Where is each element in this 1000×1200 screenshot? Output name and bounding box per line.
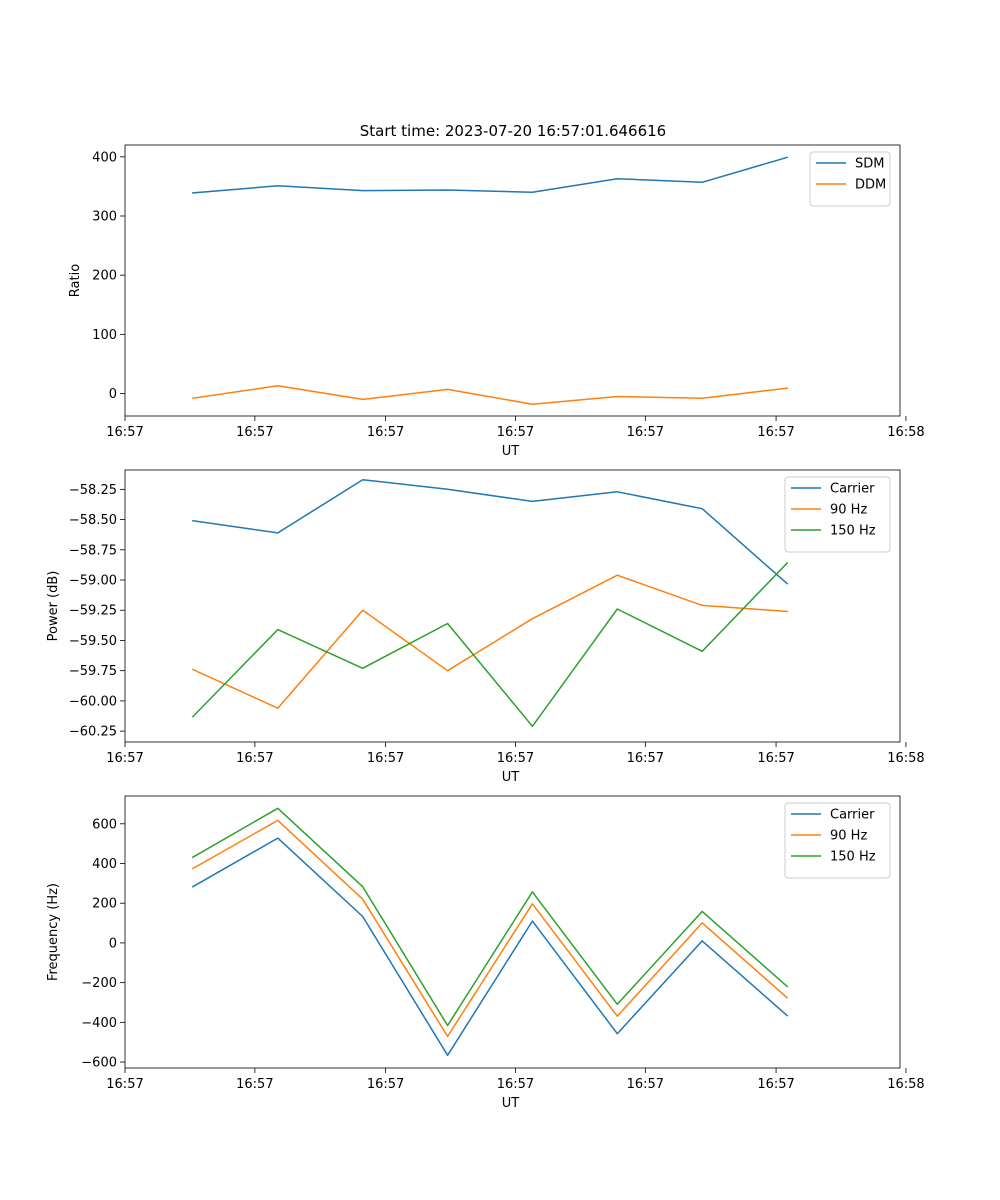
x-tick-label: 16:58 bbox=[887, 751, 924, 766]
y-tick-label: 600 bbox=[92, 817, 117, 832]
y-tick-label: −400 bbox=[81, 1016, 117, 1031]
x-tick-label: 16:57 bbox=[497, 1077, 534, 1092]
y-tick-label: 200 bbox=[92, 897, 117, 912]
y-tick-label: 0 bbox=[109, 387, 117, 402]
axes-frame bbox=[124, 469, 901, 743]
x-tick-label: 16:57 bbox=[757, 751, 794, 766]
series-line-150-hz bbox=[191, 807, 789, 1027]
legend: Carrier 90 Hz 150 Hz bbox=[784, 476, 891, 553]
y-axis-label: Ratio bbox=[68, 264, 83, 297]
figure-title: Start time: 2023-07-20 16:57:01.646616 bbox=[360, 122, 666, 140]
x-tick-label: 16:57 bbox=[106, 1077, 143, 1092]
x-tick-label: 16:57 bbox=[106, 425, 143, 440]
x-tick-label: 16:57 bbox=[757, 425, 794, 440]
y-tick-label: −58.25 bbox=[69, 483, 117, 498]
x-axis-label: UT bbox=[502, 770, 520, 785]
y-tick-label: 0 bbox=[109, 936, 117, 951]
series-line-ddm bbox=[192, 385, 788, 405]
x-tick-label: 16:57 bbox=[106, 751, 143, 766]
x-tick-label: 16:57 bbox=[497, 751, 534, 766]
x-tick-label: 16:57 bbox=[236, 425, 273, 440]
y-tick-label: −60.00 bbox=[69, 694, 117, 709]
y-tick-label: 400 bbox=[92, 857, 117, 872]
y-tick-label: −59.50 bbox=[69, 634, 117, 649]
legend-label: 150 Hz bbox=[830, 850, 876, 865]
axes-frame bbox=[124, 144, 901, 417]
x-tick-label: 16:57 bbox=[627, 1077, 664, 1092]
x-tick-label: 16:57 bbox=[367, 1077, 404, 1092]
series-line-carrier bbox=[192, 478, 789, 585]
legend-label: 90 Hz bbox=[830, 503, 867, 518]
y-tick-label: 200 bbox=[92, 269, 117, 284]
frequency-plot: 16:57 16:57 16:57 16:57 16:57 16:57 16:58 600 40… bbox=[46, 795, 925, 1111]
y-axis-label: Power (dB) bbox=[46, 571, 61, 642]
legend-label: Carrier bbox=[830, 482, 875, 497]
y-tick-label: 100 bbox=[92, 328, 117, 343]
y-tick-label: −200 bbox=[81, 976, 117, 991]
x-tick-label: 16:57 bbox=[627, 751, 664, 766]
x-tick-label: 16:57 bbox=[367, 425, 404, 440]
series-line-150-hz bbox=[191, 562, 789, 728]
x-tick-label: 16:57 bbox=[236, 751, 273, 766]
series-line-90-hz bbox=[191, 819, 789, 1038]
y-tick-label: 300 bbox=[92, 210, 117, 225]
x-tick-label: 16:57 bbox=[627, 425, 664, 440]
series-line-sdm bbox=[192, 156, 789, 194]
x-axis-label: UT bbox=[502, 444, 520, 459]
y-tick-label: −60.25 bbox=[69, 725, 117, 740]
legend-label: 90 Hz bbox=[830, 829, 867, 844]
x-tick-label: 16:57 bbox=[236, 1077, 273, 1092]
legend-label: Carrier bbox=[830, 808, 875, 823]
legend: Carrier 90 Hz 150 Hz bbox=[784, 802, 891, 879]
x-tick-label: 16:58 bbox=[887, 425, 924, 440]
series-line-carrier bbox=[191, 837, 789, 1057]
legend-label: DDM bbox=[855, 178, 886, 193]
y-axis-label: Frequency (Hz) bbox=[46, 883, 61, 981]
legend-box bbox=[784, 802, 891, 879]
axes-frame bbox=[124, 795, 901, 1069]
ratio-plot: 16:57 16:57 16:57 16:57 16:57 16:57 16:58 0 100 2… bbox=[68, 144, 925, 459]
x-axis-label: UT bbox=[502, 1096, 520, 1111]
y-tick-label: −59.00 bbox=[69, 574, 117, 589]
legend-box bbox=[784, 476, 891, 553]
legend-label: SDM bbox=[855, 157, 884, 172]
x-tick-label: 16:57 bbox=[497, 425, 534, 440]
series-line-90-hz bbox=[191, 574, 788, 709]
legend: SDM DDM bbox=[809, 151, 891, 207]
y-tick-label: −59.75 bbox=[69, 664, 117, 679]
legend-label: 150 Hz bbox=[830, 524, 876, 539]
x-tick-label: 16:57 bbox=[367, 751, 404, 766]
x-tick-label: 16:58 bbox=[887, 1077, 924, 1092]
y-tick-label: −58.75 bbox=[69, 543, 117, 558]
legend-box bbox=[809, 151, 891, 207]
y-tick-label: −59.25 bbox=[69, 604, 117, 619]
y-tick-label: −58.50 bbox=[69, 513, 117, 528]
x-tick-label: 16:57 bbox=[757, 1077, 794, 1092]
y-tick-label: 400 bbox=[92, 150, 117, 165]
y-tick-label: −600 bbox=[81, 1056, 117, 1071]
power-plot: 16:57 16:57 16:57 16:57 16:57 16:57 16:58 −58.2… bbox=[46, 469, 925, 785]
